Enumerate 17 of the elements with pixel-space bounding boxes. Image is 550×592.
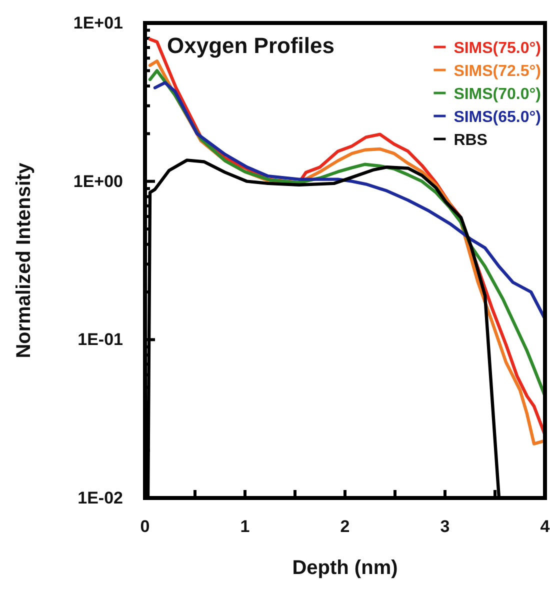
y-axis-title: Normalized Intensity <box>13 162 35 358</box>
x-tick-label: 3 <box>440 517 450 536</box>
x-tick-label: 0 <box>140 517 150 536</box>
legend-label: SIMS(65.0°) <box>454 109 541 126</box>
text: Oxygen Profiles <box>167 33 335 58</box>
y-tick-label: 1E+01 <box>73 13 123 32</box>
x-tick-label: 2 <box>340 517 350 536</box>
y-tick-label: 1E-01 <box>78 330 123 350</box>
y-tick-label: 1E+00 <box>73 172 123 191</box>
x-tick-label: 1 <box>240 517 250 536</box>
legend-label: SIMS(75.0°) <box>454 40 541 57</box>
x-axis-title: Depth (nm) <box>292 557 398 579</box>
y-tick-label: 1E-02 <box>78 488 123 508</box>
legend-label: SIMS(72.5°) <box>454 63 541 80</box>
x-tick-label: 4 <box>540 517 550 536</box>
legend-label: SIMS(70.0°) <box>454 86 541 103</box>
legend-label: RBS <box>454 132 488 149</box>
